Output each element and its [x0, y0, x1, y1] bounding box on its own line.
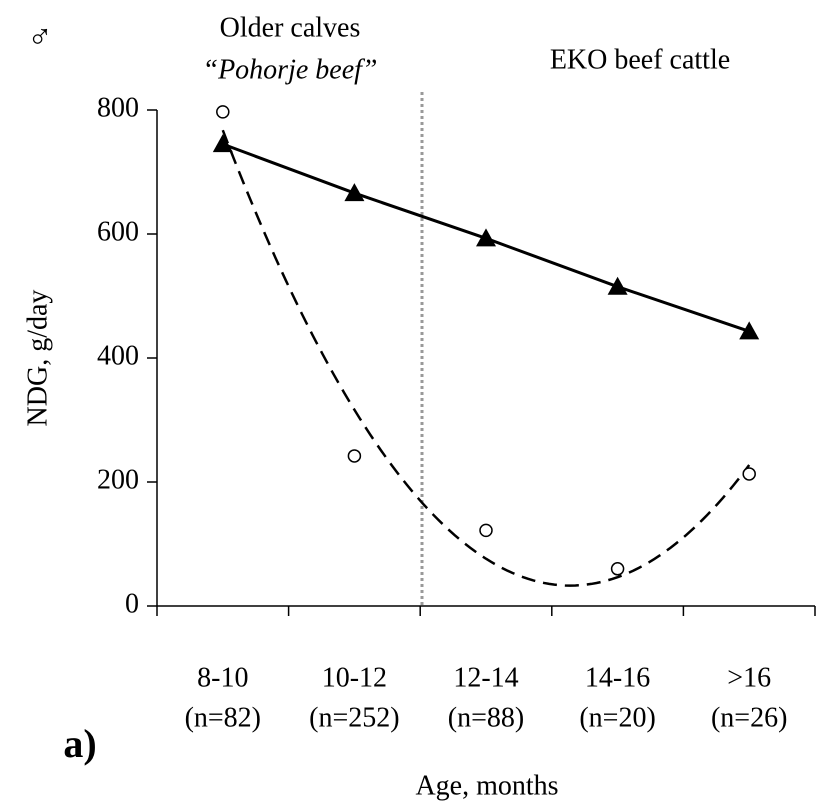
point	[344, 183, 365, 202]
x-axis-label: Age, months	[415, 770, 558, 801]
x-tick-label: (n=88)	[448, 702, 524, 733]
x-tick-label: (n=20)	[579, 702, 655, 733]
point	[476, 228, 496, 247]
x-tick-label: 8-10	[197, 662, 248, 693]
symbol: ♂	[27, 19, 53, 56]
y-axis-label: NDG, g/day	[22, 290, 53, 427]
annotation: Older calves	[220, 12, 361, 43]
y-tick-label: 200	[97, 464, 139, 495]
x-tick-label: (n=82)	[185, 702, 261, 733]
point	[479, 523, 493, 538]
y-tick-label: 800	[97, 92, 139, 123]
panel-label: a)	[63, 721, 96, 766]
point	[742, 467, 756, 481]
point	[216, 105, 230, 119]
point	[347, 449, 362, 463]
x-tick-label: (n=252)	[309, 702, 399, 733]
point	[610, 562, 625, 576]
point	[607, 276, 628, 295]
x-tick-label: 14-16	[585, 662, 650, 693]
y-tick-label: 0	[125, 588, 139, 619]
x-tick-label: 12-14	[453, 662, 518, 693]
y-tick-label: 600	[97, 216, 139, 247]
fit-curve	[221, 129, 751, 587]
point	[739, 321, 760, 340]
x-tick-label: >16	[727, 662, 771, 693]
x-tick-label: (n=26)	[711, 702, 787, 733]
y-tick-label: 400	[97, 340, 139, 371]
annotation: “Pohorje beef”	[203, 54, 378, 85]
point	[212, 134, 233, 153]
annotation: EKO beef cattle	[550, 44, 730, 75]
x-tick-label: 10-12	[322, 662, 387, 693]
